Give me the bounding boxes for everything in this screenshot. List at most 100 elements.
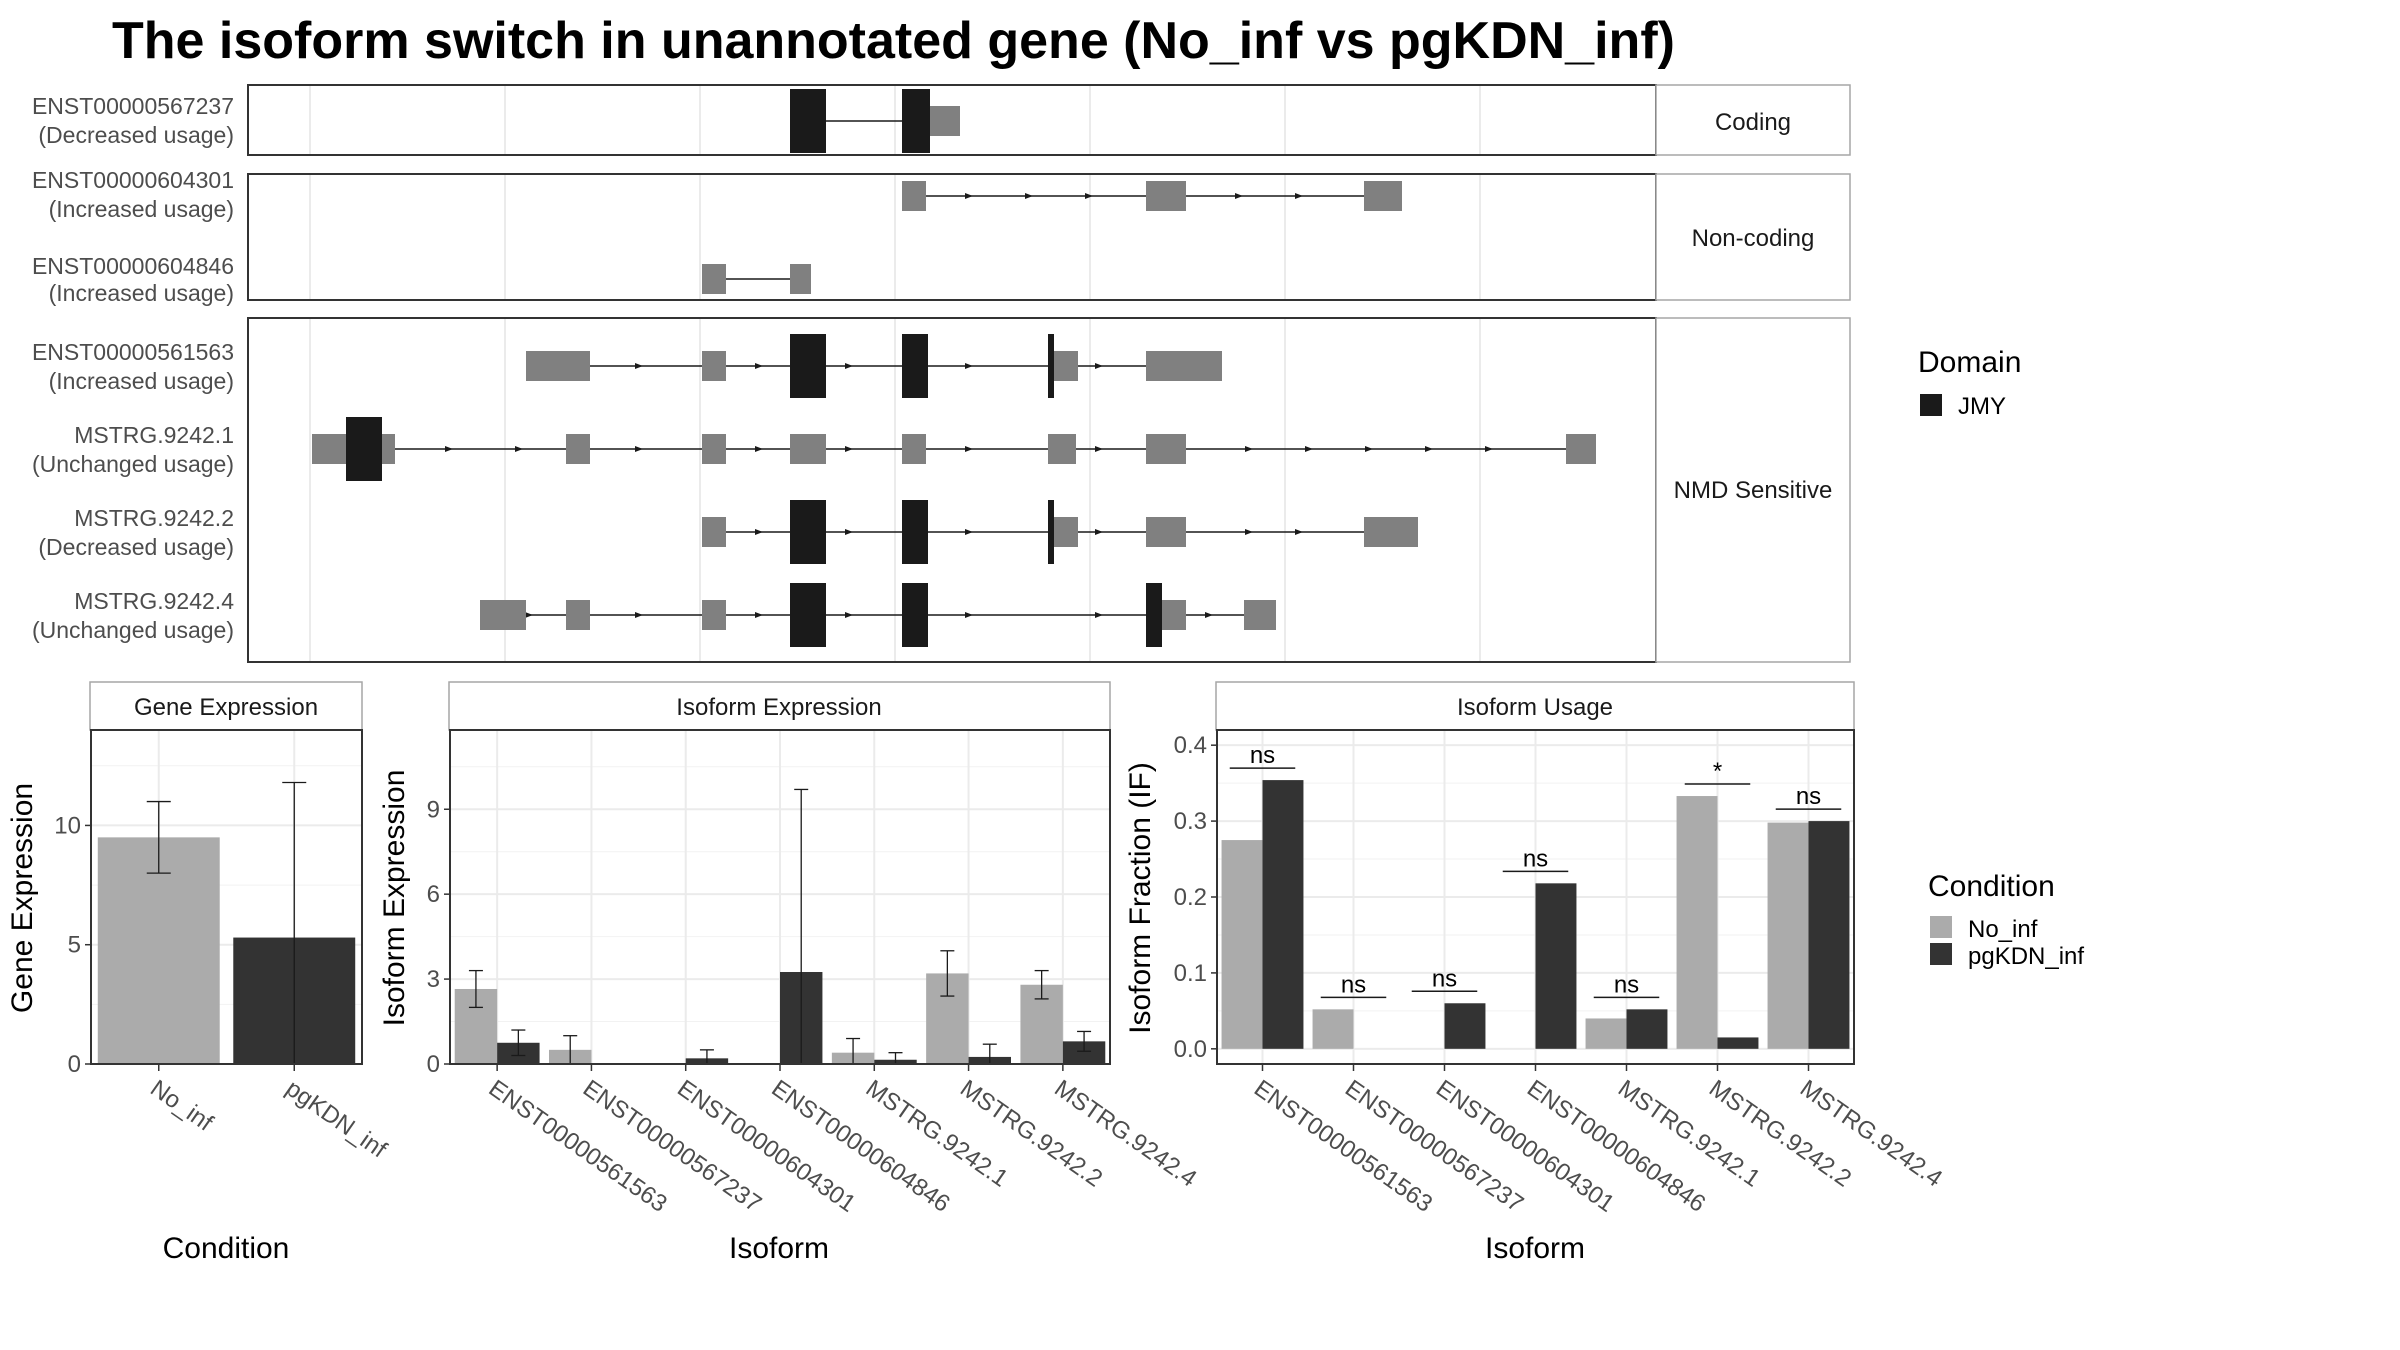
strand-arrow	[1205, 612, 1213, 618]
exon	[702, 264, 726, 294]
y-tick-label: 0.1	[1174, 960, 1207, 987]
strand-arrow	[1025, 193, 1033, 199]
strand-arrow	[1295, 529, 1303, 535]
y-tick-label: 0.4	[1174, 732, 1207, 759]
bar	[1062, 1041, 1106, 1064]
significance-label: ns	[1432, 965, 1457, 992]
track-label-name: MSTRG.9242.1	[74, 422, 234, 448]
track-label-usage: (Decreased usage)	[38, 534, 234, 560]
strand-arrow	[965, 446, 973, 452]
domain-jmy	[902, 89, 930, 153]
strand-arrow	[1085, 193, 1093, 199]
panel-border	[247, 317, 1657, 663]
exon	[790, 264, 811, 294]
panel-border	[449, 729, 1111, 1065]
exon	[702, 517, 726, 547]
track-label-usage: (Increased usage)	[49, 368, 234, 394]
significance-marker: ns	[1775, 783, 1842, 810]
strip	[448, 681, 1111, 731]
y-tick-label: 0	[68, 1051, 81, 1078]
legend-key-no-inf	[1930, 916, 1952, 938]
track-label-name: ENST00000604301	[32, 167, 234, 193]
strip-label-nmd-sensitive: NMD Sensitive	[1674, 477, 1833, 504]
panel-border	[247, 173, 1657, 301]
strand-arrow	[755, 529, 763, 535]
strip-label: Gene Expression	[134, 694, 318, 721]
plot-area	[450, 730, 1110, 1065]
bar	[1626, 1009, 1668, 1049]
domain-jmy	[1048, 500, 1054, 564]
strand-arrow	[635, 612, 643, 618]
error-bar	[940, 950, 955, 997]
structure-gridlines	[309, 86, 1481, 661]
significance-marker: ns	[1320, 971, 1387, 998]
chart-isoform-expression: Isoform Expression Isoform Isoform Expre…	[378, 681, 1201, 1265]
track-label-name: ENST00000567237	[32, 93, 234, 119]
exon	[1146, 351, 1222, 381]
exon	[566, 600, 590, 630]
y-tick-label: 0	[427, 1051, 440, 1078]
legend-label-jmy: JMY	[1958, 393, 2006, 420]
significance-marker: ns	[1502, 845, 1569, 872]
y-tick-label: 3	[427, 966, 440, 993]
domain-jmy	[1146, 583, 1162, 647]
legend-label-pgkdn-inf: pgKDN_inf	[1968, 943, 2084, 970]
x-axis-title: Isoform	[729, 1232, 829, 1265]
significance-label: ns	[1796, 783, 1821, 810]
transcript-track	[702, 264, 811, 294]
bar	[1262, 780, 1304, 1049]
exon	[1054, 517, 1078, 547]
exon	[930, 106, 960, 136]
exon	[526, 351, 590, 381]
bar	[97, 837, 220, 1064]
transcript-track	[480, 583, 1276, 647]
y-tick-label: 9	[427, 796, 440, 823]
strand-arrow	[965, 193, 973, 199]
exon	[790, 434, 826, 464]
strip-coding	[1655, 84, 1851, 156]
strand-arrow	[965, 612, 973, 618]
domain-legend: Domain JMY	[1918, 346, 2021, 420]
significance-marker: ns	[1593, 971, 1660, 998]
track-label-usage: (Increased usage)	[49, 196, 234, 222]
transcript-track	[312, 417, 1596, 481]
y-tick-label: 0.0	[1174, 1036, 1207, 1063]
bar	[1312, 1009, 1354, 1049]
transcript-track	[790, 89, 960, 153]
domain-jmy	[790, 89, 826, 153]
structure-panel-coding: Coding ENST00000567237 (Decreased usage)	[32, 84, 1851, 156]
bar	[1535, 883, 1577, 1049]
strand-arrow	[1095, 446, 1103, 452]
transcript-track	[702, 500, 1418, 564]
domain-jmy	[902, 334, 928, 398]
strip	[89, 681, 363, 731]
bar	[1808, 821, 1850, 1049]
strand-arrow	[1095, 612, 1103, 618]
figure-title: The isoform switch in unannotated gene (…	[112, 12, 1675, 70]
strand-arrow	[1095, 529, 1103, 535]
track-label-name: ENST00000561563	[32, 339, 234, 365]
strand-arrow	[1365, 446, 1373, 452]
strand-arrow	[845, 529, 853, 535]
exon	[902, 434, 926, 464]
y-axis-title: Gene Expression	[6, 783, 39, 1013]
legend-key-jmy	[1920, 394, 1942, 416]
exon	[1048, 434, 1076, 464]
x-axis-title: Condition	[163, 1232, 290, 1265]
strand-arrow	[1305, 446, 1313, 452]
bar	[1585, 1018, 1627, 1049]
track-label-name: ENST00000604846	[32, 253, 234, 279]
strand-arrow	[755, 612, 763, 618]
y-tick-label: 6	[427, 881, 440, 908]
domain-jmy	[790, 334, 826, 398]
legend-title: Condition	[1928, 870, 2055, 903]
x-tick-label: pgKDN_inf	[281, 1075, 392, 1164]
exon	[702, 600, 726, 630]
domain-jmy	[790, 500, 826, 564]
exon	[1054, 351, 1078, 381]
significance-label: ns	[1523, 845, 1548, 872]
structure-panels: Coding ENST00000567237 (Decreased usage)…	[32, 84, 1851, 663]
y-axis-title: Isoform Fraction (IF)	[1124, 762, 1157, 1034]
strand-arrow	[445, 446, 453, 452]
